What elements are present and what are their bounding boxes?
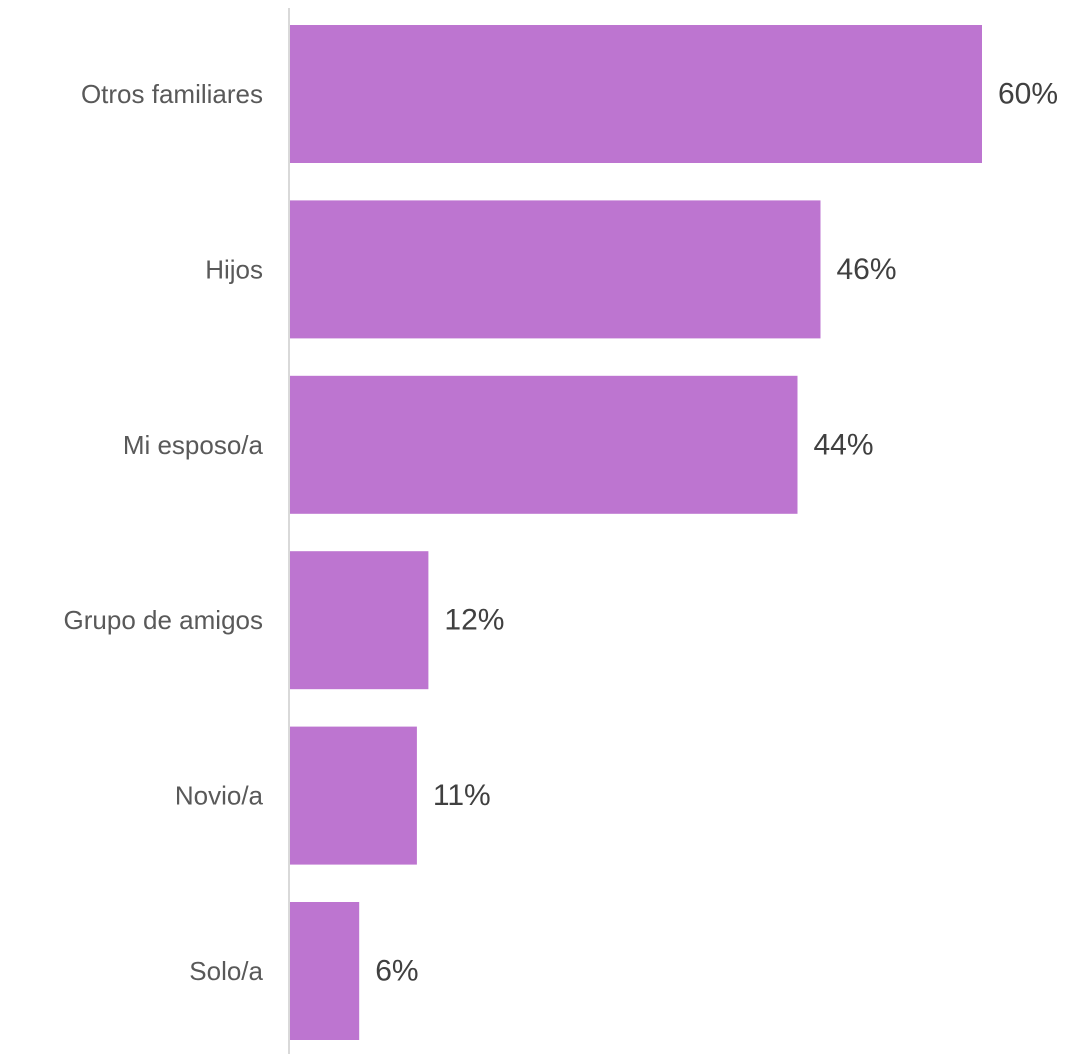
category-label: Mi esposo/a <box>123 430 264 460</box>
value-label: 46% <box>837 253 897 286</box>
bar <box>290 902 360 1040</box>
category-label: Otros familiares <box>81 79 263 109</box>
bar <box>290 551 429 690</box>
value-label: 11% <box>433 779 491 812</box>
value-label: 12% <box>444 604 504 637</box>
bar <box>290 25 982 163</box>
category-labels-group: Otros familiares Hijos Mi esposo/a Grupo de… <box>64 79 264 986</box>
category-label: Grupo de amigos <box>64 605 263 635</box>
value-label: 60% <box>998 78 1058 111</box>
value-labels-group: 60% 46% 44% 12% 11% 6% <box>375 78 1058 988</box>
bar <box>290 375 798 514</box>
bar <box>290 726 417 865</box>
value-label: 44% <box>814 428 874 461</box>
category-label: Hijos <box>205 254 263 284</box>
bar <box>290 200 821 339</box>
value-label: 6% <box>375 955 418 988</box>
category-label: Solo/a <box>189 956 263 986</box>
bars-group <box>290 25 982 1040</box>
category-label: Novio/a <box>175 781 264 811</box>
